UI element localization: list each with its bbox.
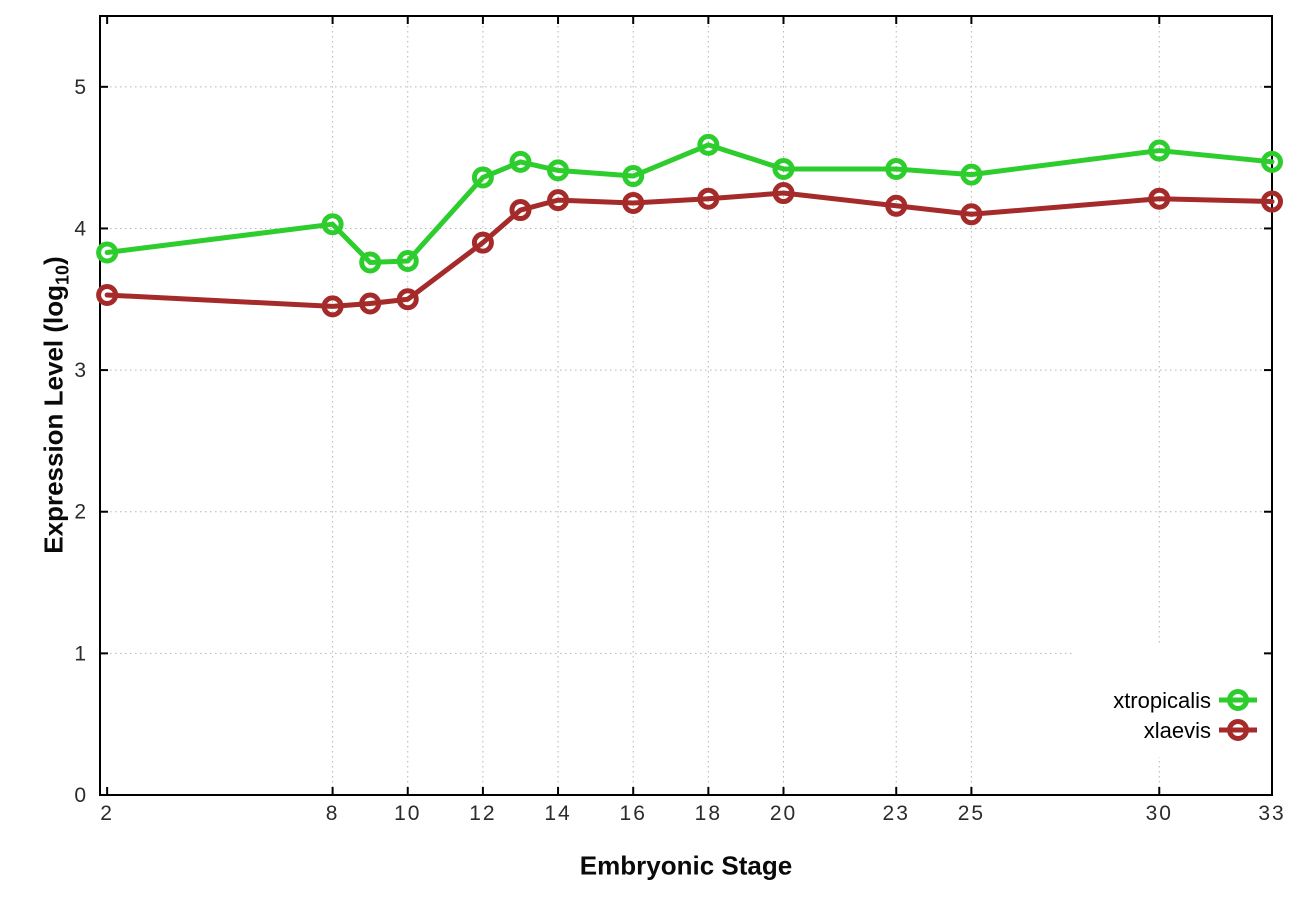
y-tick-label: 5 — [74, 76, 88, 99]
series-line-xlaevis — [104, 190, 1275, 309]
data-point-marker-xtropicalis — [697, 133, 720, 156]
data-point-marker-xtropicalis — [885, 157, 908, 180]
data-point-marker-xlaevis — [96, 284, 119, 307]
x-tick-label: 10 — [394, 802, 421, 825]
data-point-marker-xlaevis — [772, 182, 795, 205]
data-point-marker-xlaevis — [960, 203, 983, 226]
x-axis-title-text: Embryonic Stage — [579, 850, 793, 881]
x-tick-label: 18 — [695, 802, 722, 825]
data-point-marker-xtropicalis — [396, 250, 419, 273]
y-axis-title-subscript: 10 — [52, 264, 73, 285]
x-tick-label: 20 — [770, 802, 797, 825]
data-point-marker-xtropicalis — [509, 150, 532, 173]
data-point-marker-xtropicalis — [772, 157, 795, 180]
x-tick-label: 16 — [620, 802, 647, 825]
x-tick-label: 33 — [1258, 802, 1285, 825]
data-point-marker-xtropicalis — [1148, 139, 1171, 162]
legend-sample-marker-xlaevis — [1227, 719, 1249, 741]
data-point-marker-xlaevis — [321, 295, 344, 318]
y-axis-title-prefix: Expression Level (log — [38, 284, 69, 554]
x-tick-label: 25 — [958, 802, 985, 825]
x-axis-title: Embryonic Stage — [580, 851, 792, 882]
y-axis-title-suffix: ) — [38, 256, 69, 265]
data-point-marker-xlaevis — [1148, 187, 1171, 210]
data-point-marker-xtropicalis — [359, 251, 382, 274]
data-point-marker-xlaevis — [1261, 190, 1283, 213]
y-tick-label: 1 — [74, 642, 88, 665]
data-point-marker-xtropicalis — [321, 213, 344, 236]
data-point-marker-xlaevis — [471, 231, 494, 254]
data-point-marker-xlaevis — [622, 191, 645, 214]
data-point-marker-xtropicalis — [622, 165, 645, 188]
y-tick-label: 0 — [74, 784, 88, 807]
x-tick-label: 12 — [469, 802, 496, 825]
x-tick-label: 2 — [100, 802, 114, 825]
data-point-marker-xlaevis — [359, 292, 382, 315]
data-point-marker-xlaevis — [396, 288, 419, 311]
data-point-marker-xtropicalis — [1261, 150, 1283, 173]
data-point-marker-xlaevis — [547, 189, 570, 212]
y-axis-title: Expression Level (log10) — [39, 256, 74, 553]
y-tick-label: 3 — [74, 359, 88, 382]
data-point-marker-xtropicalis — [547, 159, 570, 182]
plot-border — [99, 15, 1273, 796]
data-point-marker-xtropicalis — [960, 163, 983, 186]
data-point-marker-xlaevis — [885, 194, 908, 217]
data-point-marker-xlaevis — [697, 187, 720, 210]
data-point-marker-xtropicalis — [96, 241, 119, 264]
data-point-marker-xtropicalis — [471, 166, 494, 189]
data-point-marker-xlaevis — [509, 199, 532, 222]
y-tick-label: 2 — [74, 501, 88, 524]
x-tick-label: 23 — [883, 802, 910, 825]
x-tick-label: 14 — [544, 802, 571, 825]
x-tick-label: 30 — [1146, 802, 1173, 825]
legend-entry-label-xtropicalis: xtropicalis — [1113, 688, 1211, 713]
y-tick-label: 4 — [74, 217, 88, 240]
legend-sample-marker-xtropicalis — [1227, 689, 1249, 711]
legend-entry-label-xlaevis: xlaevis — [1144, 718, 1211, 743]
x-tick-label: 8 — [326, 802, 340, 825]
